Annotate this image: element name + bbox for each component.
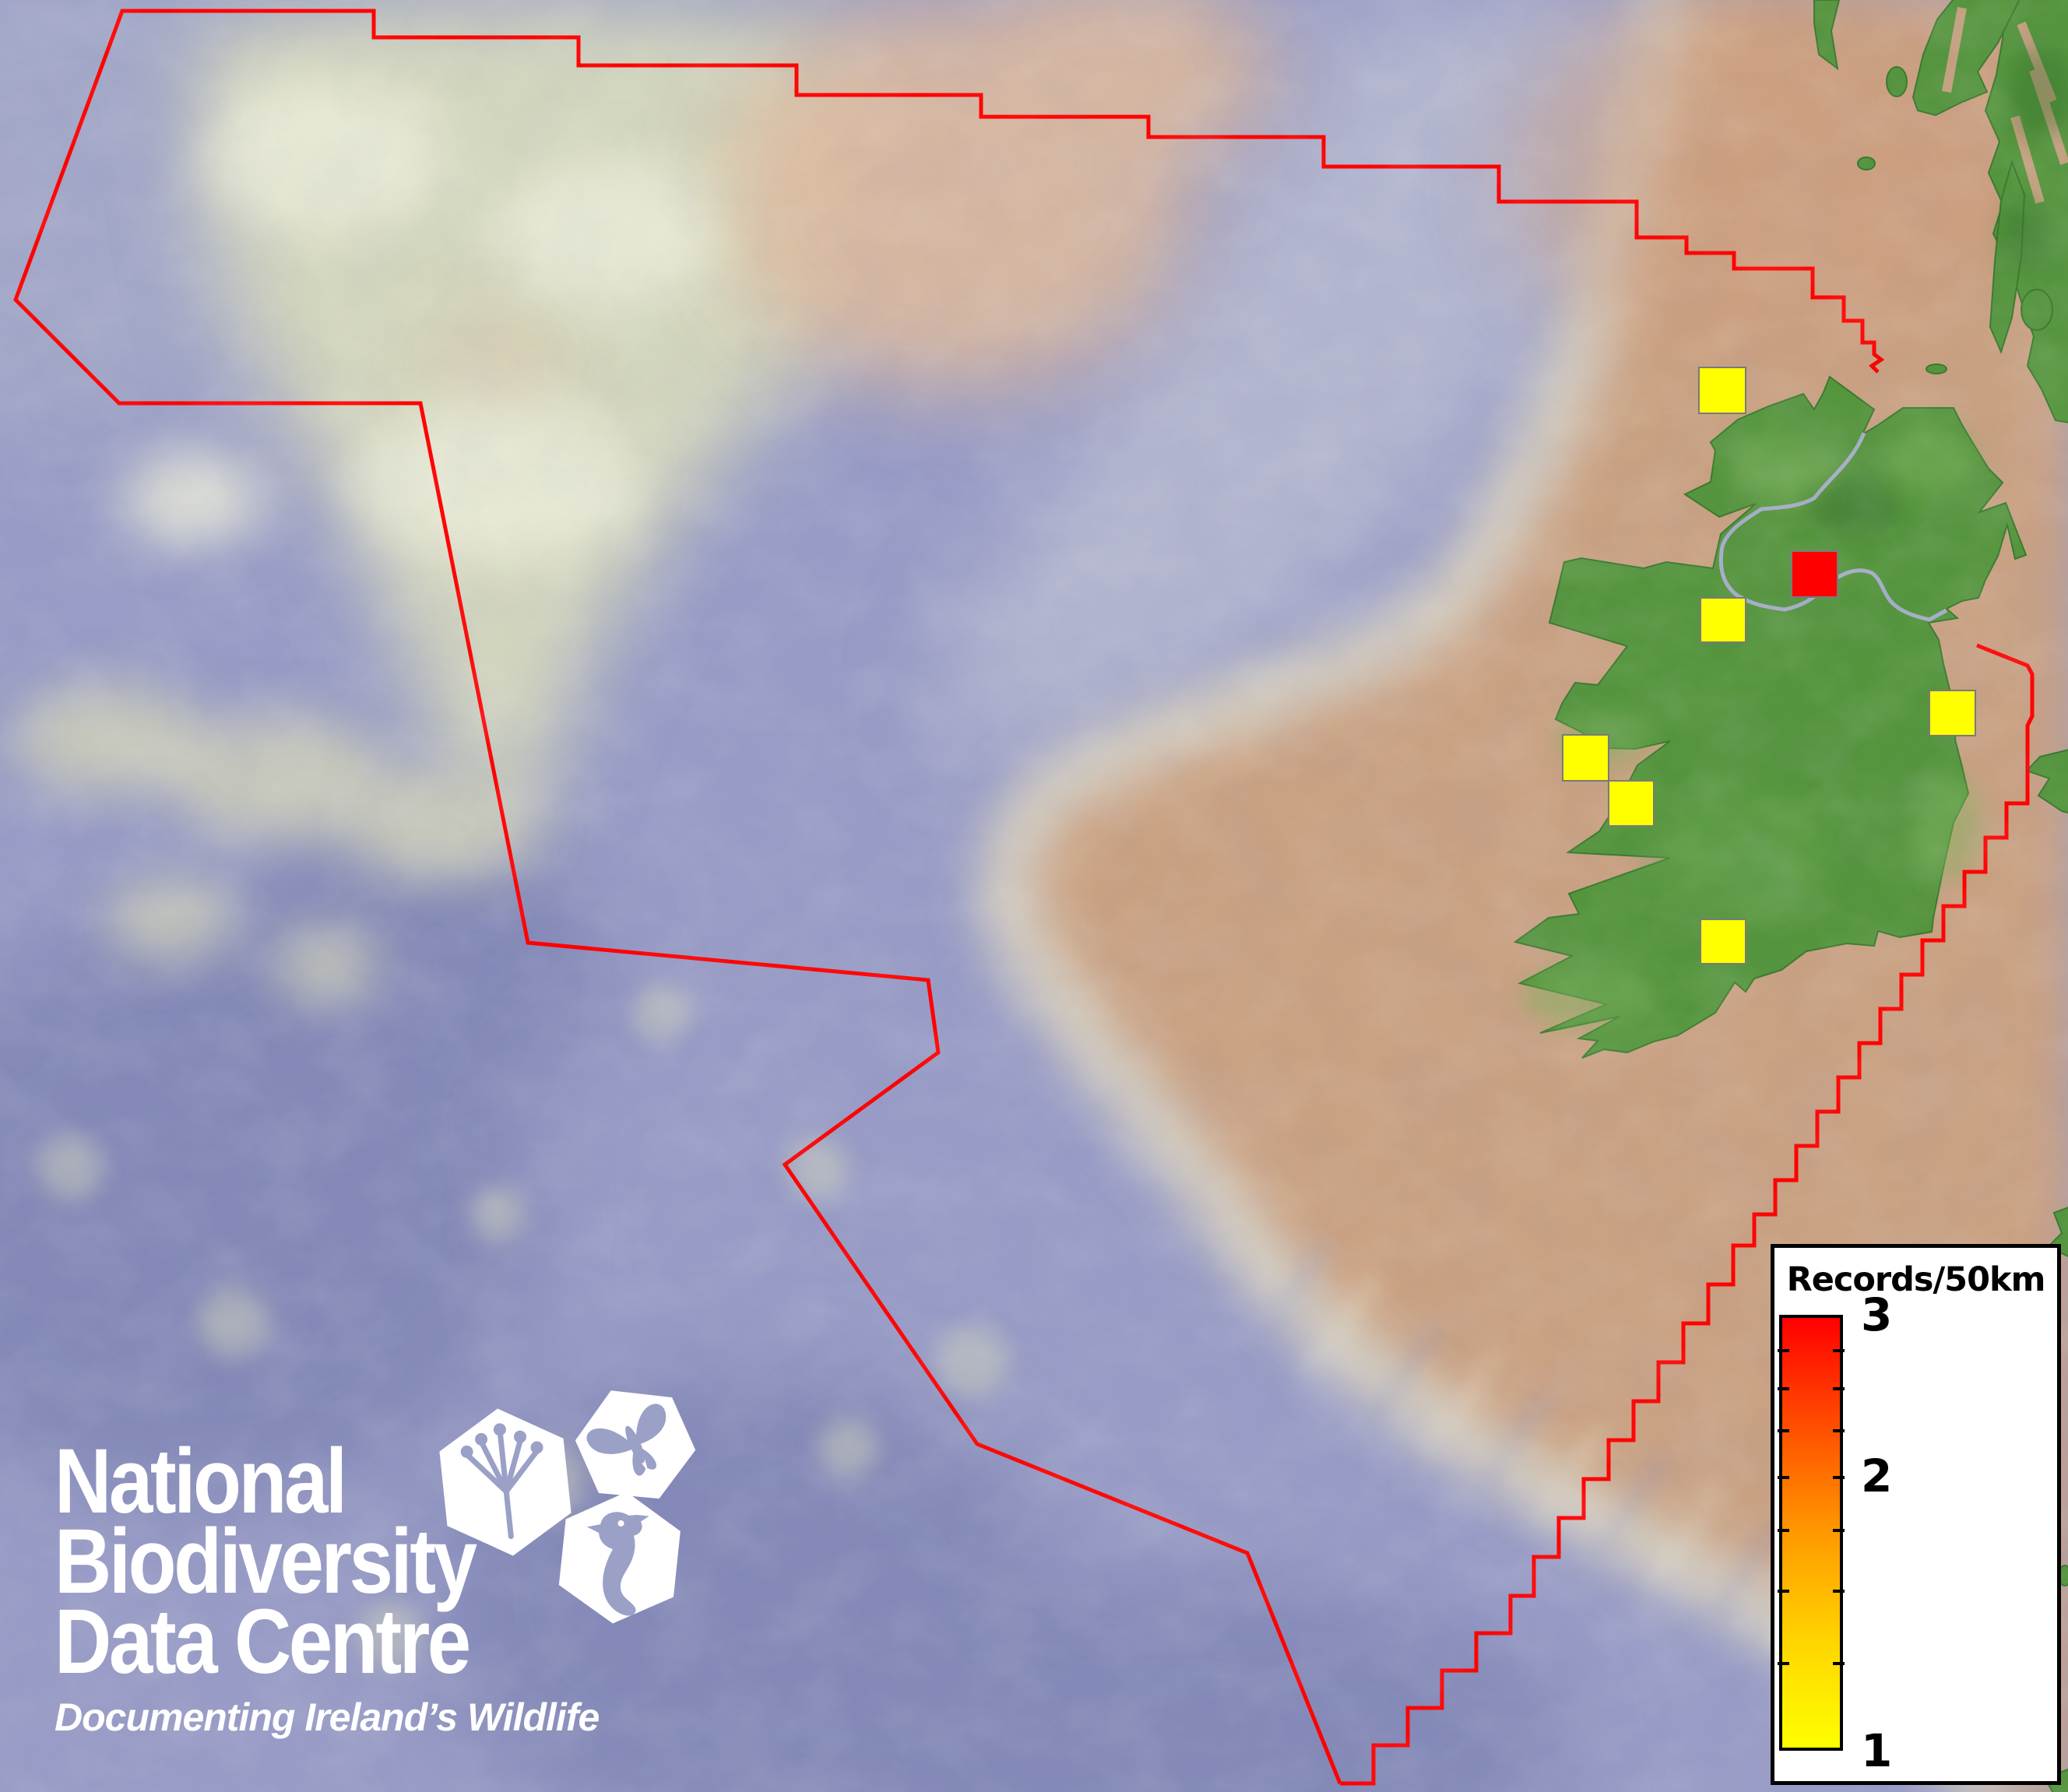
record-square bbox=[1700, 597, 1746, 643]
record-square bbox=[1698, 367, 1746, 414]
butterfly-icon bbox=[575, 1390, 696, 1499]
legend-tick bbox=[1778, 1475, 1789, 1479]
record-square bbox=[1608, 780, 1655, 827]
legend-tick bbox=[1778, 1349, 1789, 1353]
legend-tick bbox=[1833, 1590, 1845, 1593]
legend-tick bbox=[1778, 1590, 1789, 1593]
tree-icon bbox=[439, 1408, 572, 1556]
legend-tick bbox=[1778, 1662, 1789, 1666]
record-squares-layer bbox=[1562, 367, 1976, 965]
legend-tick bbox=[1833, 1428, 1845, 1432]
record-square bbox=[1929, 690, 1976, 736]
record-square bbox=[1791, 550, 1838, 598]
record-square bbox=[1700, 919, 1746, 965]
logo-tagline: Documenting Ireland’s Wildlife bbox=[55, 1695, 600, 1739]
legend-tick bbox=[1833, 1662, 1845, 1666]
legend-tick bbox=[1833, 1386, 1845, 1390]
nbdc-logo-hexagons bbox=[430, 1373, 710, 1634]
legend-colorbar bbox=[1779, 1315, 1843, 1751]
legend-tick bbox=[1833, 1349, 1845, 1353]
legend-scale-label: 2 bbox=[1861, 1449, 1893, 1502]
legend-tick bbox=[1778, 1428, 1789, 1432]
legend-tick bbox=[1833, 1528, 1845, 1532]
legend-title: Records/50km bbox=[1786, 1260, 2046, 1299]
legend-tick bbox=[1778, 1528, 1789, 1532]
legend-scale-label: 1 bbox=[1861, 1724, 1893, 1777]
nbdc-logo: National Biodiversity Data Centre Docume… bbox=[55, 1430, 600, 1740]
record-square bbox=[1562, 734, 1609, 782]
logo-line-1: National bbox=[55, 1430, 347, 1533]
legend-tick bbox=[1833, 1475, 1845, 1479]
seahorse-icon bbox=[558, 1492, 681, 1624]
logo-line-3: Data Centre bbox=[55, 1590, 471, 1693]
logo-line-2: Biodiversity bbox=[55, 1510, 477, 1613]
legend-tick bbox=[1778, 1386, 1789, 1390]
legend-scale-label: 3 bbox=[1861, 1288, 1893, 1341]
